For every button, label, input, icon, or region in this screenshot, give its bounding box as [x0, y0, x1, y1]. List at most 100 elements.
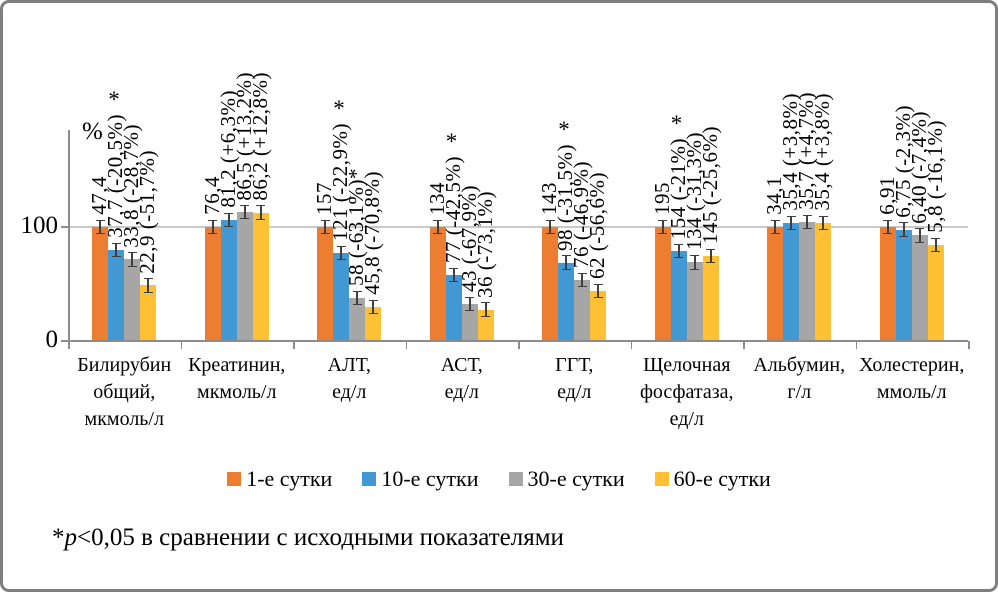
footnote-p-symbol: p: [64, 524, 78, 551]
error-bar: [111, 243, 121, 258]
legend-label: 30-е сутки: [527, 466, 625, 491]
legend-item: 10-е сутки: [362, 466, 479, 492]
legend-swatch: [362, 472, 377, 486]
legend-item: 60-е сутки: [654, 466, 771, 492]
legend: 1-е сутки 10-е сутки 30-е сутки 60-е сутки: [0, 466, 998, 492]
x-tick-mark: [518, 341, 520, 349]
category-label-line: общий,: [93, 381, 156, 403]
error-bar: [449, 267, 459, 283]
group-significance-asterisk: *: [108, 87, 120, 113]
error-bar: [320, 219, 330, 235]
y-tick-label-100: 100: [20, 212, 59, 239]
legend-label: 60-е сутки: [673, 466, 771, 491]
category-label: Холестерин, ммоль/л: [837, 352, 987, 406]
bar-series-1: [654, 227, 671, 340]
bar-series-3: [349, 298, 366, 340]
bar-series-1: [204, 227, 221, 340]
error-bar: [706, 248, 716, 264]
bar-series-3: [236, 212, 253, 340]
legend-swatch: [227, 472, 242, 486]
group-significance-asterisk: *: [445, 129, 458, 155]
group-significance-asterisk: *: [558, 116, 570, 142]
category-label-line: Холестерин,: [859, 354, 965, 376]
category-label-line: ед/л: [332, 381, 367, 403]
bar-series-1: [767, 227, 784, 340]
y-tick-mark-0: [61, 340, 68, 342]
x-tick-mark: [968, 341, 970, 349]
bar-series-3: [574, 280, 591, 340]
error-bar: [256, 205, 266, 220]
category-label-line: ГГТ,: [555, 354, 594, 376]
value-label: 35,4 (+3,8%): [810, 93, 835, 211]
error-bar: [899, 222, 909, 237]
category-label-line: мкмоль/л: [197, 381, 277, 403]
category-label-line: ед/л: [557, 381, 592, 403]
category-label: Билирубин общий, мкмоль/л: [49, 352, 199, 433]
value-label: 62 (-56,6%): [585, 171, 610, 279]
category-label-line: Альбумин,: [753, 354, 846, 376]
bar-series-3: [911, 235, 928, 340]
legend-label: 10-е сутки: [381, 466, 479, 491]
error-bar: [465, 296, 475, 311]
error-bar: [127, 252, 137, 267]
legend-swatch: [654, 472, 669, 486]
error-bar: [240, 204, 250, 220]
gridline-100: [68, 226, 968, 228]
bar-series-2: [108, 250, 125, 340]
category-label: Альбумин, г/л: [724, 352, 874, 406]
category-label-line: АСТ,: [440, 354, 483, 376]
legend-label: 1-е сутки: [246, 466, 333, 491]
footnote-text: <0,05 в сравнении с исходными показателя…: [77, 524, 564, 551]
bar-series-4: [140, 285, 157, 340]
bar-series-2: [445, 275, 462, 340]
category-label-line: мкмоль/л: [84, 408, 164, 430]
error-bar: [208, 219, 218, 235]
category-label-line: АЛТ,: [327, 354, 371, 376]
value-label: 45,8 (-70,8%): [360, 171, 385, 296]
error-bar: [674, 243, 684, 258]
category-label: Креатинин, мкмоль/л: [162, 352, 312, 406]
legend-item: 1-е сутки: [227, 466, 332, 492]
legend-swatch: [508, 472, 523, 486]
category-label: АЛТ, ед/л: [274, 352, 424, 406]
x-tick-mark: [180, 341, 182, 349]
y-tick-mark-100: [61, 226, 68, 228]
error-bar: [931, 238, 941, 253]
bar-series-2: [220, 219, 237, 340]
category-label-line: фосфатаза,: [639, 381, 734, 403]
bar-series-3: [461, 303, 478, 340]
bar-series-4: [252, 212, 269, 340]
bar-series-1: [542, 227, 559, 340]
bar-series-4: [365, 307, 382, 340]
x-tick-mark: [293, 341, 295, 349]
bar-series-2: [558, 262, 575, 340]
error-bar: [224, 212, 234, 228]
group-significance-asterisk: *: [670, 110, 683, 136]
bar-series-1: [317, 227, 334, 340]
bar-series-3: [124, 259, 141, 340]
category-label-line: Креатинин,: [188, 354, 286, 376]
error-bar: [786, 215, 796, 230]
bar-series-1: [429, 227, 446, 340]
bar-series-4: [927, 245, 944, 340]
error-bar: [915, 228, 925, 243]
error-bar: [95, 219, 105, 235]
category-label: ГГТ, ед/л: [499, 352, 649, 406]
category-label: АСТ, ед/л: [387, 352, 537, 406]
x-tick-mark: [743, 341, 745, 349]
value-label: 145 (-25,6%): [697, 125, 722, 244]
bar-series-2: [783, 222, 800, 340]
value-label: 5,8 (-16,1%): [922, 120, 947, 234]
bar-series-4: [477, 309, 494, 340]
error-bar: [818, 215, 828, 230]
y-axis-unit-label: %: [82, 118, 103, 145]
bar-series-1: [879, 227, 896, 340]
error-bar: [690, 255, 700, 270]
bar-series-3: [686, 262, 703, 340]
error-bar: [577, 272, 587, 288]
x-tick-mark: [405, 341, 407, 349]
x-tick-mark: [68, 341, 70, 349]
error-bar: [336, 245, 346, 261]
